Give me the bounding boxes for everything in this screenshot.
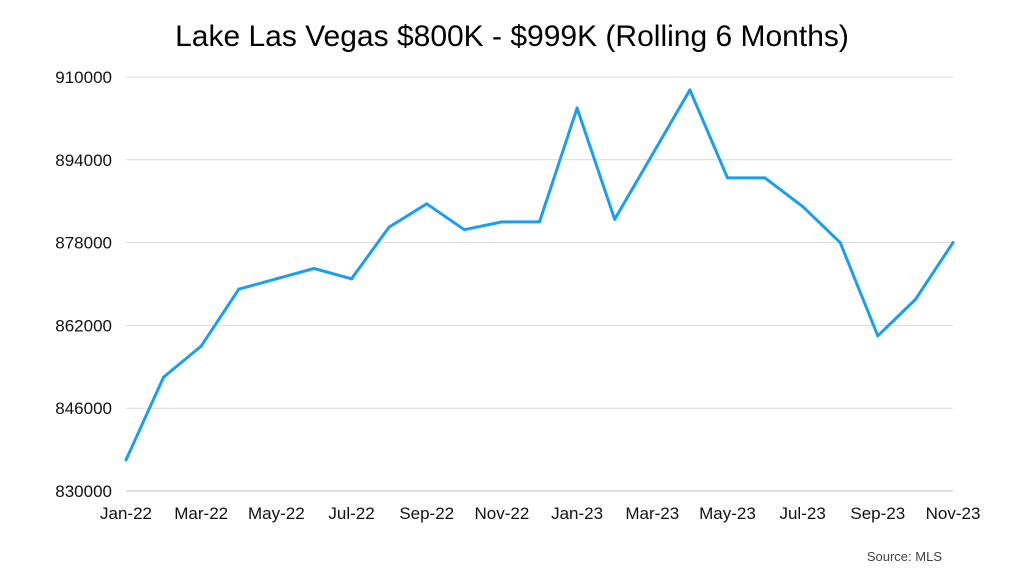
data-point (350, 277, 354, 281)
source-note: Source: MLS (866, 549, 942, 564)
data-point (124, 458, 128, 462)
y-tick-label: 846000 (55, 399, 112, 418)
data-point (876, 334, 880, 338)
y-tick-label: 830000 (55, 482, 112, 501)
y-tick-label: 878000 (55, 234, 112, 253)
data-point (951, 241, 955, 245)
data-point (725, 176, 729, 180)
x-tick-label: Jan-23 (551, 504, 603, 523)
x-tick-label: Nov-23 (926, 504, 981, 523)
data-point (688, 88, 692, 92)
data-point (162, 375, 166, 379)
x-tick-label: Jan-22 (100, 504, 152, 523)
x-tick-label: Sep-22 (399, 504, 454, 523)
data-point (274, 277, 278, 281)
y-tick-label: 910000 (55, 68, 112, 87)
data-point (613, 217, 617, 221)
x-tick-label: May-22 (248, 504, 305, 523)
x-tick-label: Nov-22 (475, 504, 530, 523)
x-tick-label: Jul-23 (779, 504, 825, 523)
data-point (650, 153, 654, 157)
x-tick-label: May-23 (699, 504, 756, 523)
data-point (575, 106, 579, 110)
y-tick-label: 862000 (55, 316, 112, 335)
data-point (237, 287, 241, 291)
data-point (913, 298, 917, 302)
data-point (199, 344, 203, 348)
data-point (763, 176, 767, 180)
y-tick-label: 894000 (55, 151, 112, 170)
data-point (462, 228, 466, 232)
chart-title: Lake Las Vegas $800K - $999K (Rolling 6 … (175, 20, 849, 53)
data-point (538, 220, 541, 224)
data-point (838, 241, 842, 245)
series-layer (124, 88, 955, 462)
data-point (425, 202, 429, 206)
data-point (500, 220, 504, 224)
y-axis-tick-labels: 830000 846000 862000 878000 894000 910000 (55, 68, 112, 501)
data-point (312, 266, 316, 270)
series-line (124, 88, 955, 462)
gridlines (126, 76, 953, 492)
x-tick-label: Mar-23 (625, 504, 679, 523)
data-point (387, 225, 391, 229)
x-tick-label: Sep-23 (850, 504, 905, 523)
x-tick-label: Jul-22 (328, 504, 374, 523)
x-axis-tick-labels: Jan-22 Mar-22 May-22 Jul-22 Sep-22 Nov-22 Jan-… (100, 504, 980, 523)
data-point (801, 204, 805, 208)
x-tick-label: Mar-22 (174, 504, 228, 523)
